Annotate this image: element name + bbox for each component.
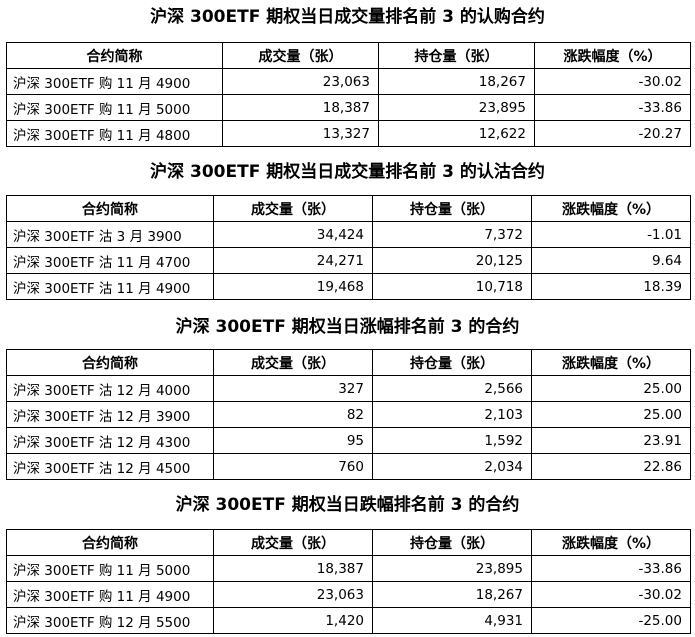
contract-name: 沪深 300ETF 购 12 月 5500 — [6, 607, 214, 634]
volume: 18,387 — [222, 94, 379, 121]
open-interest: 2,566 — [372, 375, 532, 402]
open-interest: 18,267 — [372, 581, 532, 608]
contract-name: 沪深 300ETF 购 11 月 5000 — [6, 555, 214, 582]
volume: 760 — [213, 453, 373, 480]
contract-name: 沪深 300ETF 沽 11 月 4700 — [6, 247, 214, 274]
ranking-table: 合约简称 成交量（张） 持仓量（张） 涨跌幅度（%） 沪深 300ETF 购 11 月 … — [6, 529, 691, 634]
table-row: 沪深 300ETF 沽 12 月 4500 760 2,034 22.86 — [6, 453, 691, 480]
contract-name: 沪深 300ETF 沽 11 月 4900 — [6, 273, 214, 300]
open-interest: 23,895 — [378, 94, 535, 121]
table-row: 沪深 300ETF 沽 11 月 4900 19,468 10,718 18.39 — [6, 273, 691, 300]
volume: 34,424 — [213, 221, 373, 248]
contract-name: 沪深 300ETF 沽 12 月 4000 — [6, 375, 214, 402]
column-header: 涨跌幅度（%） — [531, 529, 691, 556]
change-percent: -25.00 — [531, 607, 691, 634]
volume: 95 — [213, 427, 373, 454]
open-interest: 10,718 — [372, 273, 532, 300]
contract-name: 沪深 300ETF 购 11 月 5000 — [6, 94, 223, 121]
volume: 13,327 — [222, 120, 379, 147]
column-header: 成交量（张） — [222, 42, 379, 69]
table-row: 沪深 300ETF 购 12 月 5500 1,420 4,931 -25.00 — [6, 607, 691, 634]
open-interest: 2,103 — [372, 401, 532, 428]
change-percent: 25.00 — [531, 375, 691, 402]
volume: 18,387 — [213, 555, 373, 582]
header-row: 合约简称 成交量（张） 持仓量（张） 涨跌幅度（%） — [6, 195, 691, 222]
open-interest: 4,931 — [372, 607, 532, 634]
column-header: 成交量（张） — [213, 529, 373, 556]
ranking-table: 合约简称 成交量（张） 持仓量（张） 涨跌幅度（%） 沪深 300ETF 沽 12 月 … — [6, 349, 691, 480]
column-header: 持仓量（张） — [378, 42, 535, 69]
open-interest: 18,267 — [378, 68, 535, 95]
column-header: 成交量（张） — [213, 195, 373, 222]
column-header: 合约简称 — [6, 195, 214, 222]
open-interest: 20,125 — [372, 247, 532, 274]
ranking-table: 合约简称 成交量（张） 持仓量（张） 涨跌幅度（%） 沪深 300ETF 购 11 月 … — [6, 42, 691, 147]
column-header: 涨跌幅度（%） — [531, 349, 691, 376]
change-percent: 22.86 — [531, 453, 691, 480]
table-title: 沪深 300ETF 期权当日跌幅排名前 3 的合约 — [175, 495, 520, 515]
contract-name: 沪深 300ETF 沽 3 月 3900 — [6, 221, 214, 248]
open-interest: 12,622 — [378, 120, 535, 147]
volume: 1,420 — [213, 607, 373, 634]
change-percent: -33.86 — [531, 555, 691, 582]
volume: 23,063 — [213, 581, 373, 608]
table-row: 沪深 300ETF 购 11 月 4900 23,063 18,267 -30.02 — [6, 68, 691, 95]
change-percent: -20.27 — [534, 120, 691, 147]
volume: 24,271 — [213, 247, 373, 274]
table-row: 沪深 300ETF 沽 12 月 4000 327 2,566 25.00 — [6, 375, 691, 402]
change-percent: 23.91 — [531, 427, 691, 454]
contract-name: 沪深 300ETF 购 11 月 4800 — [6, 120, 223, 147]
table-row: 沪深 300ETF 沽 3 月 3900 34,424 7,372 -1.01 — [6, 221, 691, 248]
change-percent: -30.02 — [531, 581, 691, 608]
header-row: 合约简称 成交量（张） 持仓量（张） 涨跌幅度（%） — [6, 42, 691, 69]
table-row: 沪深 300ETF 沽 12 月 4300 95 1,592 23.91 — [6, 427, 691, 454]
contract-name: 沪深 300ETF 沽 12 月 3900 — [6, 401, 214, 428]
contract-name: 沪深 300ETF 沽 12 月 4500 — [6, 453, 214, 480]
change-percent: -1.01 — [531, 221, 691, 248]
column-header: 合约简称 — [6, 42, 223, 69]
open-interest: 7,372 — [372, 221, 532, 248]
column-header: 持仓量（张） — [372, 349, 532, 376]
table-title: 沪深 300ETF 期权当日涨幅排名前 3 的合约 — [175, 317, 520, 337]
table-row: 沪深 300ETF 购 11 月 4900 23,063 18,267 -30.02 — [6, 581, 691, 608]
volume: 19,468 — [213, 273, 373, 300]
change-percent: 9.64 — [531, 247, 691, 274]
change-percent: -33.86 — [534, 94, 691, 121]
table-title: 沪深 300ETF 期权当日成交量排名前 3 的认购合约 — [150, 7, 545, 27]
change-percent: -30.02 — [534, 68, 691, 95]
volume: 23,063 — [222, 68, 379, 95]
table-row: 沪深 300ETF 购 11 月 5000 18,387 23,895 -33.86 — [6, 555, 691, 582]
open-interest: 23,895 — [372, 555, 532, 582]
column-header: 成交量（张） — [213, 349, 373, 376]
volume: 327 — [213, 375, 373, 402]
volume: 82 — [213, 401, 373, 428]
contract-name: 沪深 300ETF 购 11 月 4900 — [6, 68, 223, 95]
table-row: 沪深 300ETF 购 11 月 4800 13,327 12,622 -20.27 — [6, 120, 691, 147]
table-row: 沪深 300ETF 沽 12 月 3900 82 2,103 25.00 — [6, 401, 691, 428]
table-row: 沪深 300ETF 购 11 月 5000 18,387 23,895 -33.86 — [6, 94, 691, 121]
table-title: 沪深 300ETF 期权当日成交量排名前 3 的认沽合约 — [150, 162, 545, 182]
ranking-table: 合约简称 成交量（张） 持仓量（张） 涨跌幅度（%） 沪深 300ETF 沽 3 月 3… — [6, 195, 691, 300]
header-row: 合约简称 成交量（张） 持仓量（张） 涨跌幅度（%） — [6, 349, 691, 376]
column-header: 持仓量（张） — [372, 529, 532, 556]
change-percent: 18.39 — [531, 273, 691, 300]
header-row: 合约简称 成交量（张） 持仓量（张） 涨跌幅度（%） — [6, 529, 691, 556]
column-header: 合约简称 — [6, 349, 214, 376]
open-interest: 1,592 — [372, 427, 532, 454]
column-header: 持仓量（张） — [372, 195, 532, 222]
change-percent: 25.00 — [531, 401, 691, 428]
contract-name: 沪深 300ETF 购 11 月 4900 — [6, 581, 214, 608]
open-interest: 2,034 — [372, 453, 532, 480]
contract-name: 沪深 300ETF 沽 12 月 4300 — [6, 427, 214, 454]
column-header: 合约简称 — [6, 529, 214, 556]
column-header: 涨跌幅度（%） — [534, 42, 691, 69]
table-row: 沪深 300ETF 沽 11 月 4700 24,271 20,125 9.64 — [6, 247, 691, 274]
column-header: 涨跌幅度（%） — [531, 195, 691, 222]
